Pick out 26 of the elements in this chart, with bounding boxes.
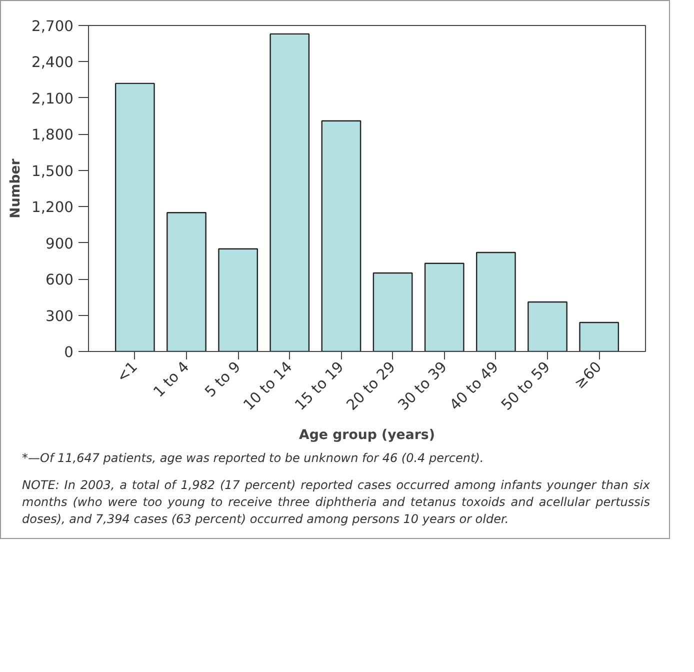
y-tick-label: 1,800 — [32, 126, 74, 144]
x-tick-label: 1 to 4 — [150, 358, 193, 401]
bar — [270, 33, 310, 352]
y-tick-label: 900 — [46, 235, 74, 252]
y-tick-label: 600 — [46, 272, 74, 289]
y-tick-label: 2,700 — [32, 18, 74, 35]
x-axis-title: Age group (years) — [299, 428, 435, 443]
y-tick-label: 2,100 — [32, 90, 74, 108]
bar — [218, 248, 258, 352]
text: *—Of 11,647 patients, age was reported to be unknown for 46 (0.4 percent). — [22, 450, 484, 467]
y-tick-label: 2,400 — [32, 54, 74, 72]
bar — [476, 252, 516, 352]
bar — [166, 212, 206, 352]
y-tick-label: 300 — [46, 308, 74, 325]
y-tick-label: 1,200 — [32, 199, 74, 216]
bar — [114, 82, 155, 352]
bar — [372, 272, 413, 352]
bar — [579, 322, 620, 352]
x-tick-label: <1 — [114, 358, 141, 386]
bar — [424, 262, 464, 352]
bar — [321, 120, 362, 352]
text: NOTE: In 2003, a total of 1,982 (17 percent) reported cases occurred among infants younger than six months (who were too young to receive three diphtheria and tetanus toxoids and acellular pertussis doses), and 7,394 cases (63 percent) occurred among persons 10 years or older. — [22, 477, 650, 528]
y-axis-title: Number — [8, 158, 24, 218]
y-tick-label: 0 — [64, 344, 74, 361]
y-tick-label: 1,500 — [32, 162, 74, 180]
bar — [528, 301, 568, 352]
